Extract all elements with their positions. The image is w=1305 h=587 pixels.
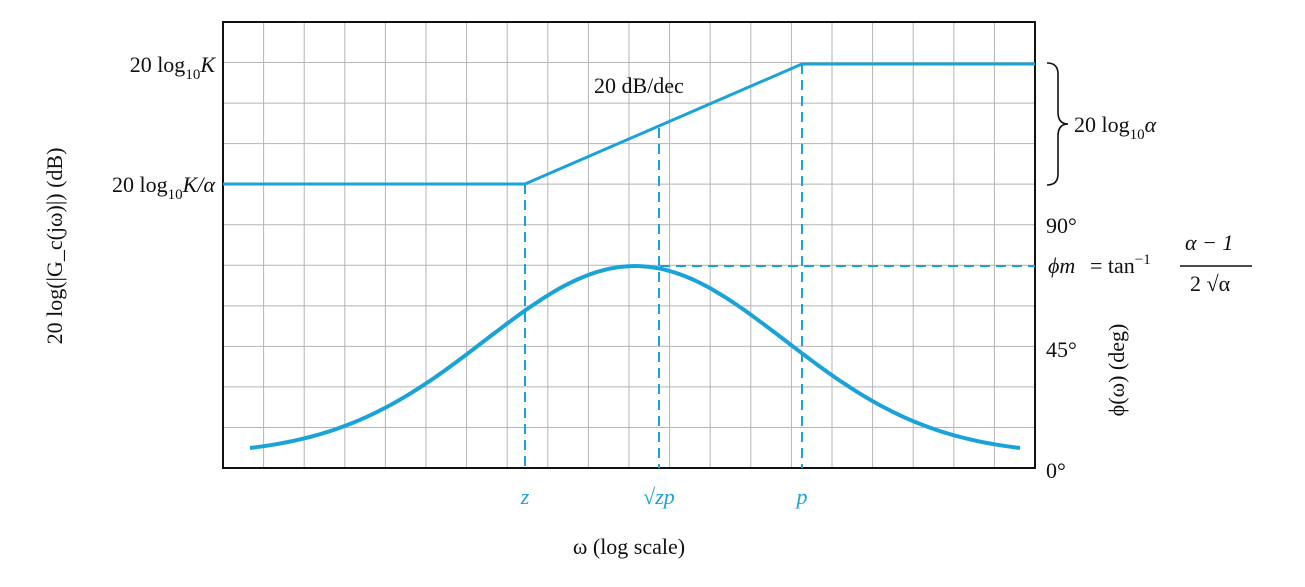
x-tick-sqrt-zp: √zp <box>643 484 675 509</box>
svg-text:= tan−1: = tan−1 <box>1090 252 1151 278</box>
magnitude-curve <box>223 62 1035 186</box>
phase-tick-45: 45° <box>1046 337 1077 362</box>
phase-tick-90: 90° <box>1046 213 1077 238</box>
phase-max-denominator: 2 √α <box>1190 271 1231 296</box>
guide-lines <box>524 64 1035 468</box>
phase-max-numerator: α − 1 <box>1185 230 1233 255</box>
gain-span-label: 20 log10α <box>1074 112 1157 143</box>
plot-frame <box>222 21 1036 469</box>
svg-text:ϕm: ϕm <box>1048 253 1075 278</box>
phase-tick-0: 0° <box>1046 458 1066 483</box>
phi-m-symbol: ϕm <box>1048 253 1075 278</box>
x-tick-z: z <box>520 484 530 509</box>
x-axis-label: ω (log scale) <box>573 534 685 559</box>
tan-inverse: = tan <box>1090 253 1135 278</box>
magnitude-axis-label: 20 log(|G_c(jω)|) (dB) <box>42 148 67 345</box>
x-tick-p: p <box>795 484 808 509</box>
phase-curve <box>249 263 1021 450</box>
mag-tick-K: 20 log10K <box>130 52 217 83</box>
phase-axis-label: ϕ(ω) (deg) <box>1104 324 1129 417</box>
gain-span-brace <box>1046 62 1069 186</box>
mag-tick-K-over-alpha: 20 log10K/α <box>112 172 215 203</box>
phase-max-equation: ϕm = tan−1 α − 1 2 √α <box>1048 230 1252 296</box>
slope-annotation: 20 dB/dec <box>594 73 684 98</box>
